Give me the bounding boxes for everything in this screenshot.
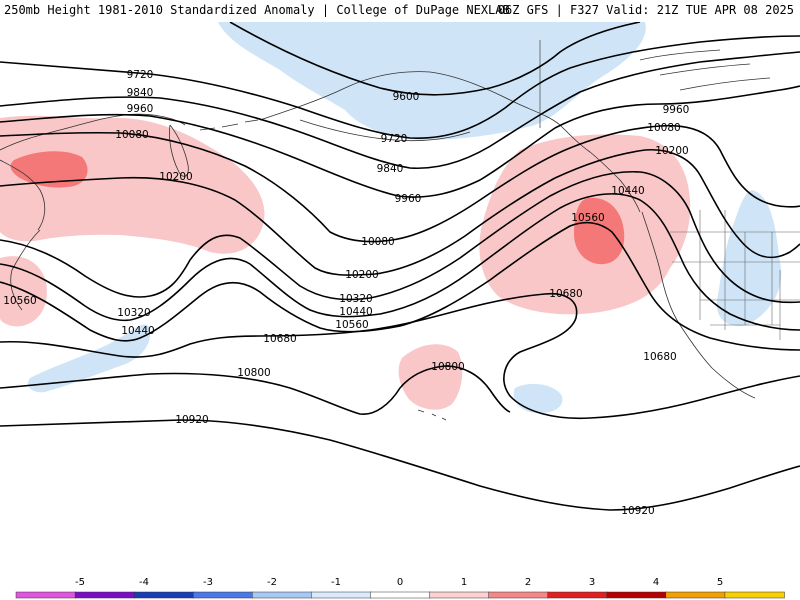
label-10440-east: 10440 [611, 185, 644, 197]
legend-tick-label: 0 [397, 577, 403, 588]
legend-swatch [15, 591, 76, 599]
legend-tick-label: -1 [331, 577, 341, 588]
contour-10080 [0, 124, 800, 243]
label-10440-center: 10440 [339, 306, 372, 318]
label-10680-center: 10680 [263, 333, 296, 345]
legend-tick-label: -3 [203, 577, 213, 588]
label-10800-west: 10800 [237, 367, 270, 379]
label-10800-center: 10800 [431, 361, 464, 373]
anomaly-shading [0, 22, 782, 414]
label-10920-east: 10920 [621, 505, 654, 517]
label-9720-east: 9720 [381, 133, 408, 145]
label-10920-west: 10920 [175, 414, 208, 426]
legend-tick-label: -4 [139, 577, 149, 588]
legend-swatch [606, 591, 667, 599]
positive-anomaly-nw-pacific [0, 115, 265, 254]
label-10080-west: 10080 [115, 129, 148, 141]
legend-swatch [311, 591, 372, 599]
legend-swatch [252, 591, 313, 599]
hawaii [417, 409, 447, 421]
legend-swatch [133, 591, 195, 599]
asia-coast [0, 113, 186, 311]
legend-swatch [429, 591, 490, 599]
contour-10440 [0, 193, 800, 331]
label-10680-east: 10680 [643, 351, 676, 363]
legend-swatch [547, 591, 608, 599]
contour-9600 [229, 22, 641, 96]
alaska-coast [259, 71, 561, 142]
legend-swatch [665, 591, 726, 599]
color-scale-legend: -5 -4 -3 -2 -1 0 1 2 3 4 5 [15, 577, 785, 599]
positive-anomaly-central-pacific [398, 344, 463, 410]
legend-tick-label: 5 [717, 577, 723, 588]
legend-tick-label: -5 [75, 577, 85, 588]
legend-swatch [192, 591, 254, 599]
label-10200-west: 10200 [159, 171, 192, 183]
legend-swatch [74, 591, 135, 599]
legend-tick-label: 3 [589, 577, 595, 588]
label-10680-east-pacific: 10680 [549, 288, 582, 300]
label-10200-east: 10200 [655, 145, 688, 157]
anomaly-map: 9600 9720 9720 9840 9840 9960 9960 9960 … [0, 22, 800, 572]
negative-anomaly-alaska [218, 22, 646, 140]
label-10080-east: 10080 [647, 122, 680, 134]
strong-anomaly-ne-pacific [574, 197, 625, 265]
label-10560-east: 10560 [571, 212, 604, 224]
label-10080-center: 10080 [361, 236, 394, 248]
legend-tick-label: 1 [461, 577, 467, 588]
legend-swatch [488, 591, 549, 599]
contour-labels: 9600 9720 9720 9840 9840 9960 9960 9960 … [3, 69, 689, 517]
legend-swatch [370, 591, 431, 599]
contour-10920 [0, 419, 800, 511]
label-9720-west: 9720 [127, 69, 154, 81]
label-10200-center: 10200 [345, 269, 378, 281]
contour-9960 [0, 85, 800, 198]
map-header: 250mb Height 1981-2010 Standardized Anom… [0, 0, 800, 22]
label-9960-west: 9960 [127, 103, 154, 115]
label-10320-center: 10320 [339, 293, 372, 305]
label-9600: 9600 [393, 91, 420, 103]
run-info: 06Z GFS | F327 Valid: 21Z TUE APR 08 202… [497, 3, 794, 17]
label-10560-west: 10560 [3, 295, 36, 307]
contour-10680 [0, 292, 800, 420]
negative-anomaly-pacific [27, 324, 151, 393]
legend-tick-label: 4 [653, 577, 659, 588]
label-10440-west: 10440 [121, 325, 154, 337]
map-title: 250mb Height 1981-2010 Standardized Anom… [4, 3, 510, 17]
contour-10200 [0, 148, 800, 276]
legend-labels: -5 -4 -3 -2 -1 0 1 2 3 4 5 [75, 577, 723, 588]
bc-coast [559, 124, 641, 213]
label-10560-center: 10560 [335, 319, 368, 331]
negative-anomaly-ne-pacific [513, 383, 563, 414]
state-boundaries [670, 210, 800, 340]
legend-tick-label: 2 [525, 577, 531, 588]
legend-color-bar [15, 591, 785, 599]
legend-swatch [724, 591, 785, 599]
label-9960-center: 9960 [395, 193, 422, 205]
contour-10560 [0, 221, 800, 351]
arctic-islands [639, 49, 771, 91]
legend-tick-label: -2 [267, 577, 277, 588]
negative-anomaly-west-us [716, 190, 782, 327]
label-9960-east: 9960 [663, 104, 690, 116]
label-9840-east: 9840 [377, 163, 404, 175]
label-9840-west: 9840 [127, 87, 154, 99]
us-west-coast [641, 211, 756, 399]
contour-10800 [0, 365, 511, 415]
contour-9720 [0, 35, 800, 139]
contour-10320 [0, 170, 800, 304]
contour-9840 [0, 51, 800, 170]
label-10320-west: 10320 [117, 307, 150, 319]
height-contours [0, 22, 800, 511]
